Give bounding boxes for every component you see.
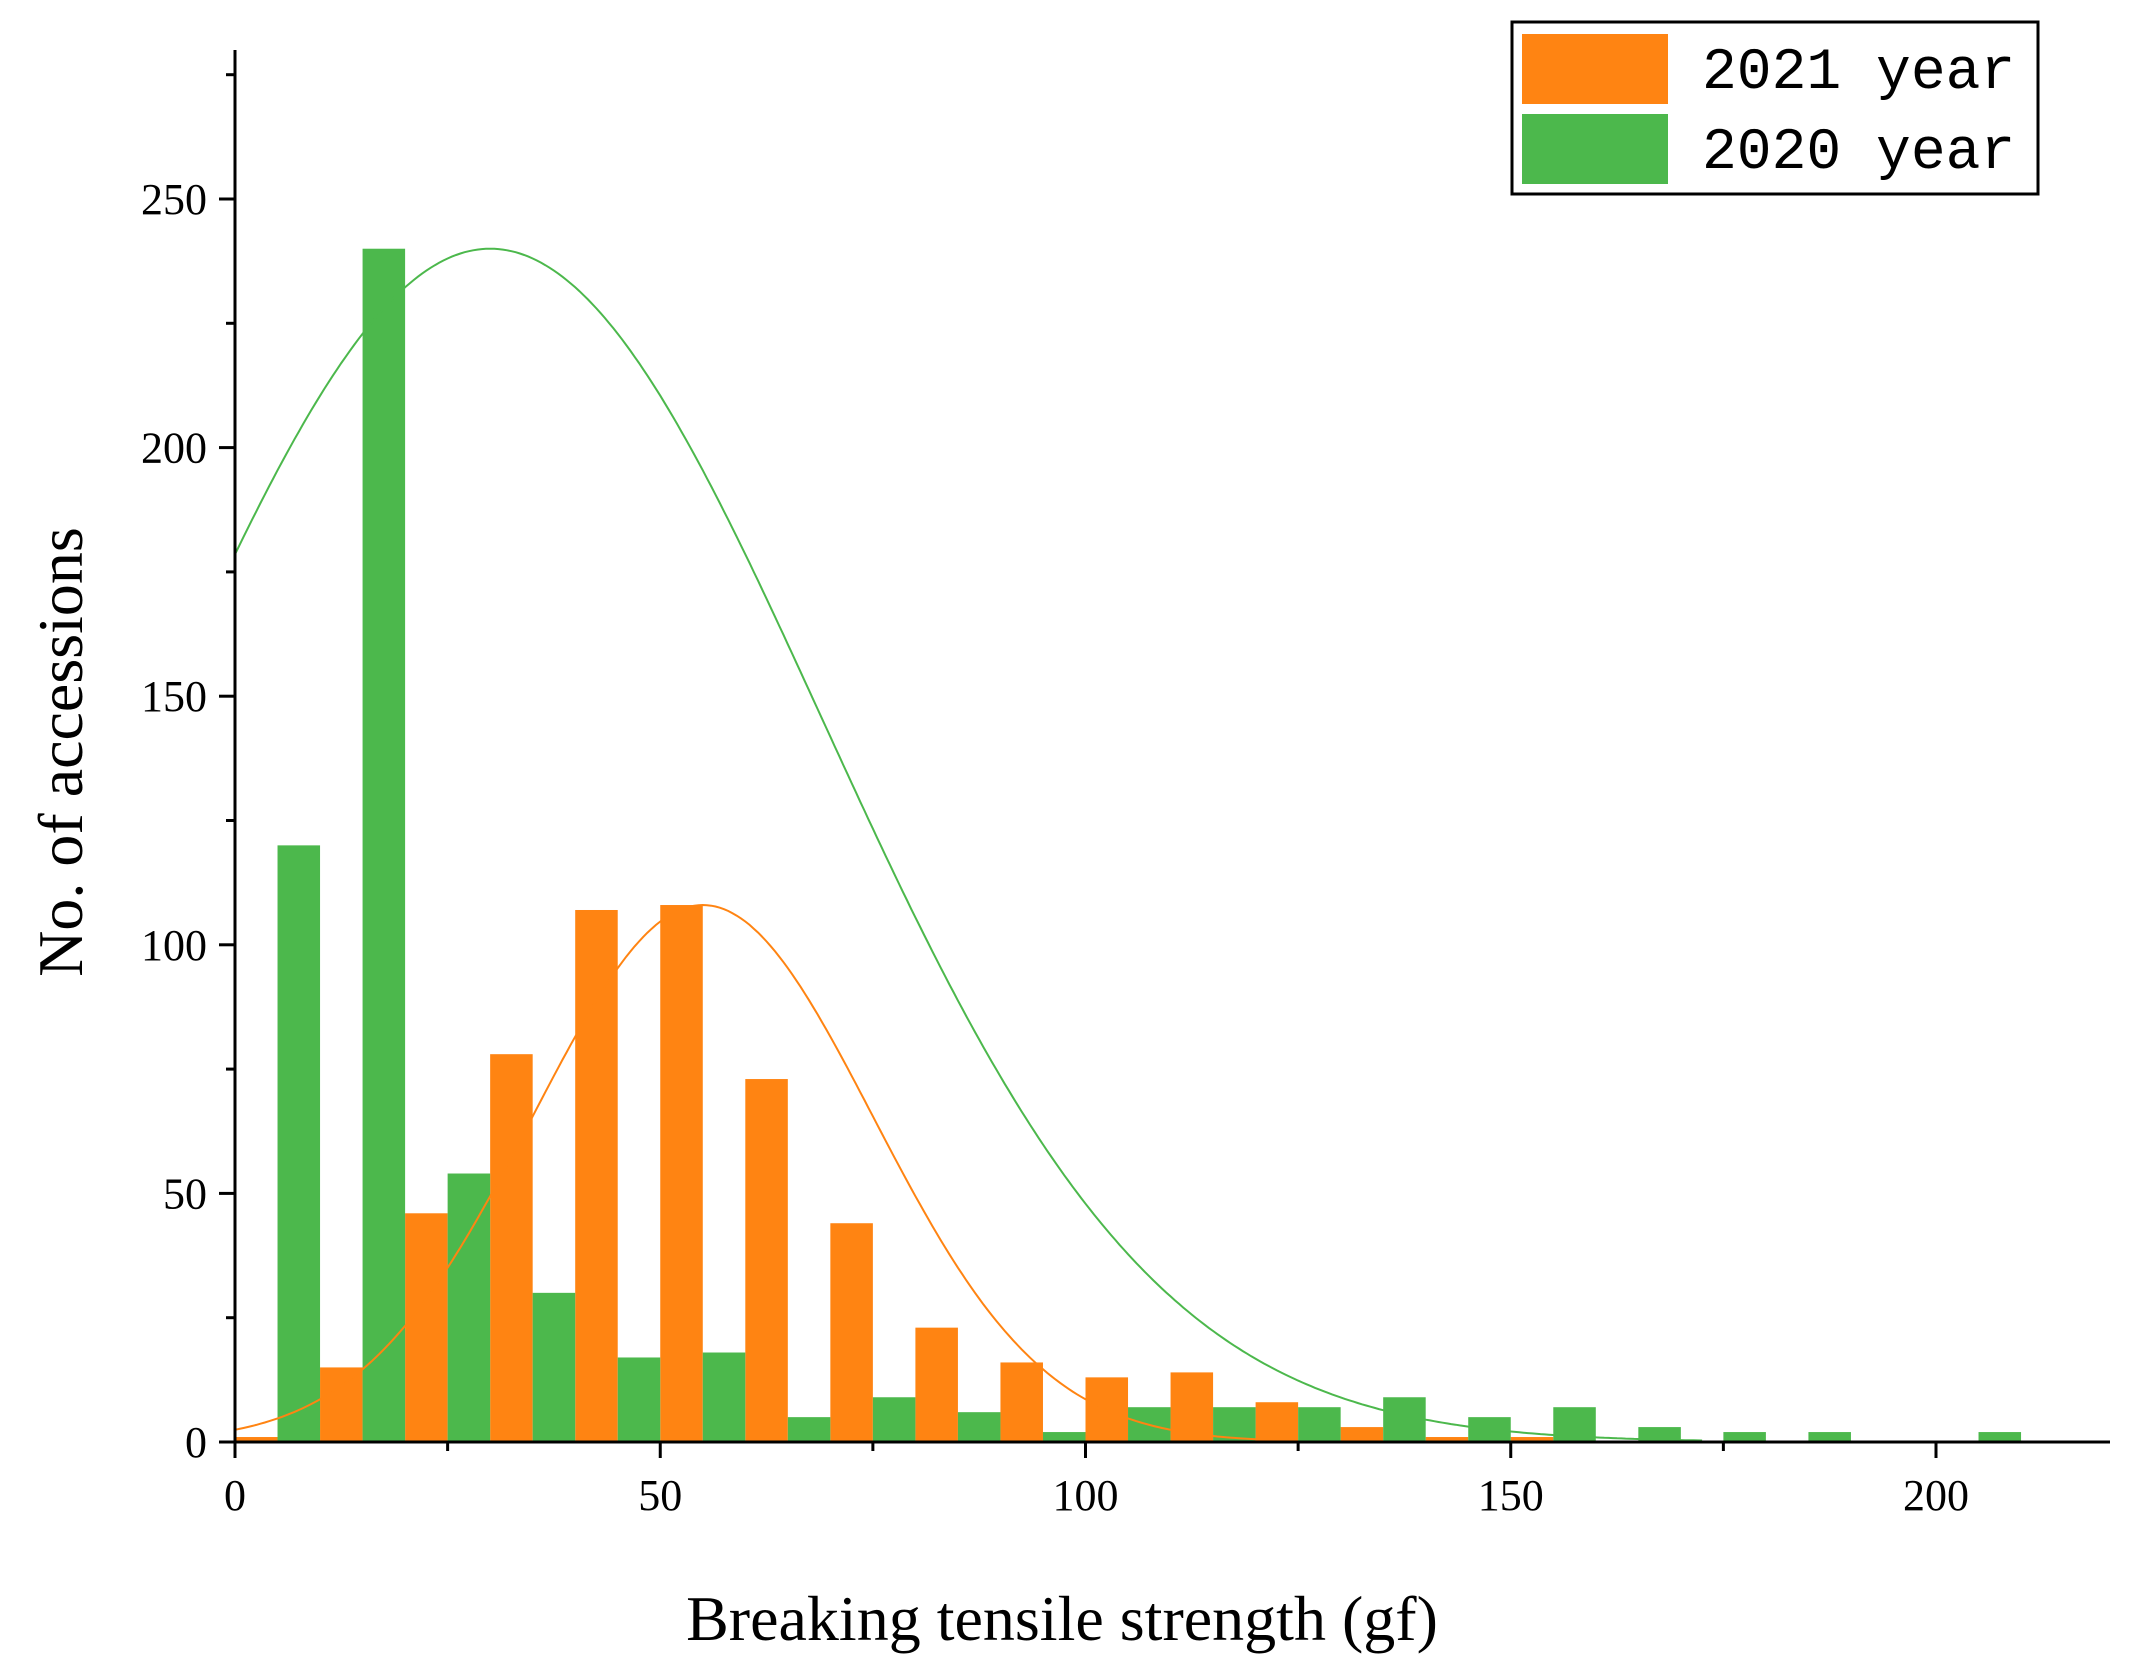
bar-2020-year-185 — [1808, 1432, 1851, 1442]
legend-label-2021-year: 2021 year — [1702, 41, 2015, 106]
bar-2021-year-20 — [405, 1213, 448, 1442]
bar-2020-year-85 — [957, 1412, 1001, 1442]
bar-2020-year-35 — [532, 1292, 576, 1442]
fit-curve-2021-year — [234, 903, 1286, 1442]
legend-label-2020-year: 2020 year — [1702, 121, 2015, 186]
bar-2020-year-65 — [787, 1417, 831, 1442]
y-tick-label: 100 — [141, 921, 207, 970]
bar-2021-year-70 — [830, 1223, 873, 1442]
x-axis-title: Breaking tensile strength (gf) — [686, 1583, 1438, 1654]
bar-2020-year-135 — [1383, 1397, 1426, 1442]
y-tick-label: 150 — [141, 672, 207, 721]
bar-2021-year-80 — [915, 1327, 958, 1442]
bar-2021-year-50 — [660, 905, 703, 1442]
bar-2020-year-75 — [872, 1397, 916, 1442]
bars-layer — [235, 248, 2022, 1443]
bar-2021-year-130 — [1340, 1427, 1384, 1442]
bar-2020-year-165 — [1638, 1427, 1681, 1442]
bar-2020-year-25 — [447, 1173, 491, 1442]
bar-2020-year-55 — [702, 1352, 746, 1442]
y-tick-label: 250 — [141, 175, 207, 224]
bar-2020-year-95 — [1042, 1432, 1086, 1442]
fit-curves-layer — [234, 247, 1703, 1442]
bar-2020-year-125 — [1298, 1407, 1341, 1442]
x-tick-label: 100 — [1053, 1471, 1119, 1520]
y-axis-title: No. of accessions — [25, 527, 96, 977]
bar-2021-year-120 — [1255, 1402, 1299, 1442]
bar-2020-year-15 — [362, 248, 406, 1443]
y-tick-label: 200 — [141, 424, 207, 473]
fit-curve-2020-year — [234, 247, 1703, 1442]
legend-swatch-2021-year — [1522, 34, 1668, 104]
legend-swatch-2020-year — [1522, 114, 1668, 184]
bar-2020-year-5 — [277, 845, 321, 1442]
bar-2021-year-0 — [235, 1437, 278, 1442]
y-tick-label: 0 — [185, 1418, 207, 1467]
legend: 2021 year 2020 year — [1510, 20, 2040, 196]
bar-2021-year-40 — [575, 909, 618, 1442]
bar-2021-year-150 — [1510, 1437, 1554, 1442]
x-tick-label: 150 — [1478, 1471, 1544, 1520]
bar-2020-year-205 — [1978, 1432, 2022, 1442]
bar-2021-year-90 — [1000, 1362, 1043, 1442]
bar-2021-year-10 — [320, 1367, 363, 1442]
axes-layer: 0 50 100 150 200 0 50 100 150 200 250 Breaking tens… — [25, 50, 2110, 1654]
bar-2020-year-45 — [617, 1357, 661, 1442]
x-tick-label: 200 — [1903, 1471, 1969, 1520]
y-tick-label: 50 — [163, 1169, 207, 1218]
x-tick-label: 50 — [638, 1471, 682, 1520]
bar-2021-year-60 — [745, 1079, 788, 1442]
x-tick-label: 0 — [224, 1471, 246, 1520]
bar-2020-year-175 — [1723, 1432, 1766, 1442]
bar-2021-year-140 — [1425, 1437, 1469, 1442]
bar-2021-year-30 — [490, 1054, 533, 1442]
